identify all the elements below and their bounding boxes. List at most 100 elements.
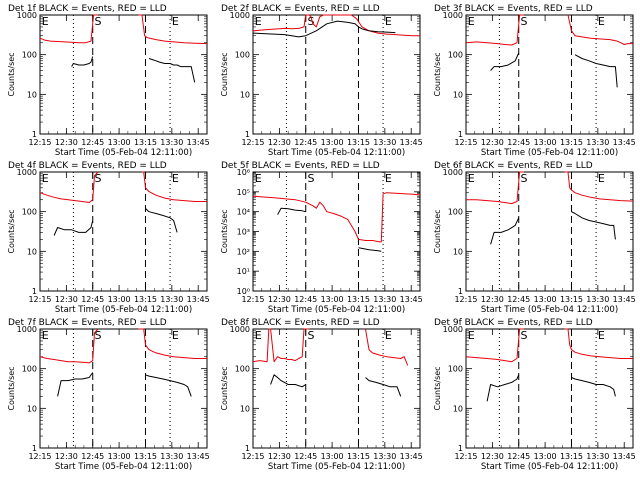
- x-tick-label: 13:45: [400, 452, 423, 461]
- lld-series-line: [39, 14, 208, 45]
- events-series-line: [57, 372, 192, 397]
- x-axis-label: Start Time (05-Feb-04 12:11:00): [481, 305, 618, 315]
- y-tick-label: 100: [235, 365, 250, 374]
- events-series-line: [490, 211, 616, 245]
- x-tick-label: 13:15: [347, 138, 370, 147]
- y-tick-label: 100: [448, 208, 463, 217]
- events-series-line: [490, 52, 618, 88]
- lld-series-line: [39, 328, 207, 364]
- marker-s: S: [307, 329, 314, 342]
- x-tick-label: 13:15: [560, 138, 583, 147]
- x-tick-label: 13:00: [108, 138, 131, 147]
- lld-series-line: [252, 14, 420, 37]
- lld-series-line: [466, 171, 634, 205]
- y-axis-label: Counts/sec: [433, 366, 442, 410]
- marker-e: E: [42, 15, 49, 28]
- y-axis-label: Counts/sec: [7, 52, 16, 96]
- x-axis-label: Start Time (05-Feb-04 12:11:00): [55, 462, 192, 472]
- y-tick-label: 10: [453, 247, 463, 256]
- y-tick-label: 1: [245, 444, 250, 453]
- x-tick-label: 12:15: [28, 138, 51, 147]
- events-series-line: [53, 208, 178, 236]
- chart-title: Det 4f BLACK = Events, RED = LLD: [8, 161, 167, 171]
- x-tick-label: 12:45: [507, 295, 530, 304]
- y-tick-label: 10: [27, 90, 37, 99]
- marker-e: E: [172, 172, 179, 185]
- x-tick-label: 12:30: [268, 295, 291, 304]
- x-tick-label: 13:30: [586, 452, 609, 461]
- y-tick-label: 10⁵: [237, 188, 250, 197]
- x-tick-label: 12:15: [241, 138, 264, 147]
- x-tick-label: 13:15: [347, 295, 370, 304]
- x-tick-label: 13:45: [400, 295, 423, 304]
- y-tick-label: 10: [240, 90, 250, 99]
- x-tick-label: 12:15: [28, 295, 51, 304]
- marker-e: E: [468, 329, 475, 342]
- chart-panel-5: Det 5f BLACK = Events, RED = LLD 10⁰ 10¹ 10…: [220, 161, 423, 315]
- y-tick-label: 10: [240, 404, 250, 413]
- marker-s: S: [520, 172, 527, 185]
- x-tick-label: 12:45: [81, 295, 104, 304]
- x-tick-label: 12:30: [481, 295, 504, 304]
- chart-title: Det 7f BLACK = Events, RED = LLD: [8, 318, 167, 328]
- x-tick-label: 13:15: [560, 452, 583, 461]
- y-tick-label: 1000: [17, 325, 37, 334]
- events-series-line: [486, 374, 616, 402]
- y-tick-label: 1000: [230, 11, 250, 20]
- chart-panel-9: Det 9f BLACK = Events, RED = LLD 1 10 100 10…: [433, 318, 636, 472]
- y-tick-label: 100: [235, 51, 250, 60]
- x-tick-label: 12:45: [81, 138, 104, 147]
- x-tick-label: 12:45: [294, 138, 317, 147]
- x-tick-label: 13:30: [160, 138, 183, 147]
- y-tick-label: 1: [245, 130, 250, 139]
- x-tick-label: 13:45: [613, 452, 636, 461]
- chart-panel-8: Det 8f BLACK = Events, RED = LLD 1 10 100 10…: [220, 318, 423, 472]
- x-axis-label: Start Time (05-Feb-04 12:11:00): [268, 305, 405, 315]
- y-tick-label: 100: [448, 365, 463, 374]
- x-axis-label: Start Time (05-Feb-04 12:11:00): [268, 148, 405, 158]
- x-tick-label: 12:15: [454, 295, 477, 304]
- y-tick-label: 10³: [237, 228, 250, 237]
- chart-panel-2: Det 2f BLACK = Events, RED = LLD 1 10 100 10…: [220, 4, 423, 158]
- y-tick-label: 100: [22, 208, 37, 217]
- marker-s: S: [307, 15, 314, 28]
- x-axis-label: Start Time (05-Feb-04 12:11:00): [55, 305, 192, 315]
- x-axis-label: Start Time (05-Feb-04 12:11:00): [55, 148, 192, 158]
- x-tick-label: 12:15: [28, 452, 51, 461]
- plot-frame: [252, 328, 421, 449]
- y-tick-label: 100: [448, 51, 463, 60]
- x-tick-label: 12:45: [507, 138, 530, 147]
- chart-title: Det 3f BLACK = Events, RED = LLD: [434, 4, 593, 14]
- marker-e: E: [598, 15, 605, 28]
- marker-e: E: [468, 15, 475, 28]
- chart-title: Det 6f BLACK = Events, RED = LLD: [434, 161, 593, 171]
- chart-panel-6: Det 6f BLACK = Events, RED = LLD 1 10 100 10…: [433, 161, 636, 315]
- x-tick-label: 13:00: [108, 452, 131, 461]
- plot-frame: [39, 171, 208, 292]
- x-tick-label: 12:45: [507, 452, 530, 461]
- lld-series-line: [252, 192, 421, 243]
- x-tick-label: 13:30: [160, 295, 183, 304]
- chart-panel-3: Det 3f BLACK = Events, RED = LLD 1 10 100 10…: [433, 4, 636, 158]
- x-tick-label: 13:30: [160, 452, 183, 461]
- x-tick-label: 13:45: [613, 138, 636, 147]
- x-tick-label: 13:30: [373, 295, 396, 304]
- x-tick-label: 13:30: [586, 295, 609, 304]
- lld-series-line: [465, 14, 633, 46]
- marker-e: E: [385, 329, 392, 342]
- x-axis-label: Start Time (05-Feb-04 12:11:00): [481, 148, 618, 158]
- x-tick-label: 12:30: [268, 452, 291, 461]
- chart-panel-4: Det 4f BLACK = Events, RED = LLD 1 10 100 10…: [7, 161, 210, 315]
- plot-frame: [252, 171, 421, 292]
- x-tick-label: 13:15: [347, 452, 370, 461]
- x-tick-label: 13:00: [534, 452, 557, 461]
- marker-s: S: [520, 15, 527, 28]
- chart-title: Det 5f BLACK = Events, RED = LLD: [221, 161, 380, 171]
- x-tick-label: 13:45: [187, 295, 210, 304]
- y-tick-label: 1000: [443, 11, 463, 20]
- x-tick-label: 12:30: [55, 138, 78, 147]
- x-tick-label: 13:00: [321, 295, 344, 304]
- events-series-line: [277, 207, 382, 252]
- x-tick-label: 13:00: [534, 295, 557, 304]
- x-tick-label: 13:15: [134, 452, 157, 461]
